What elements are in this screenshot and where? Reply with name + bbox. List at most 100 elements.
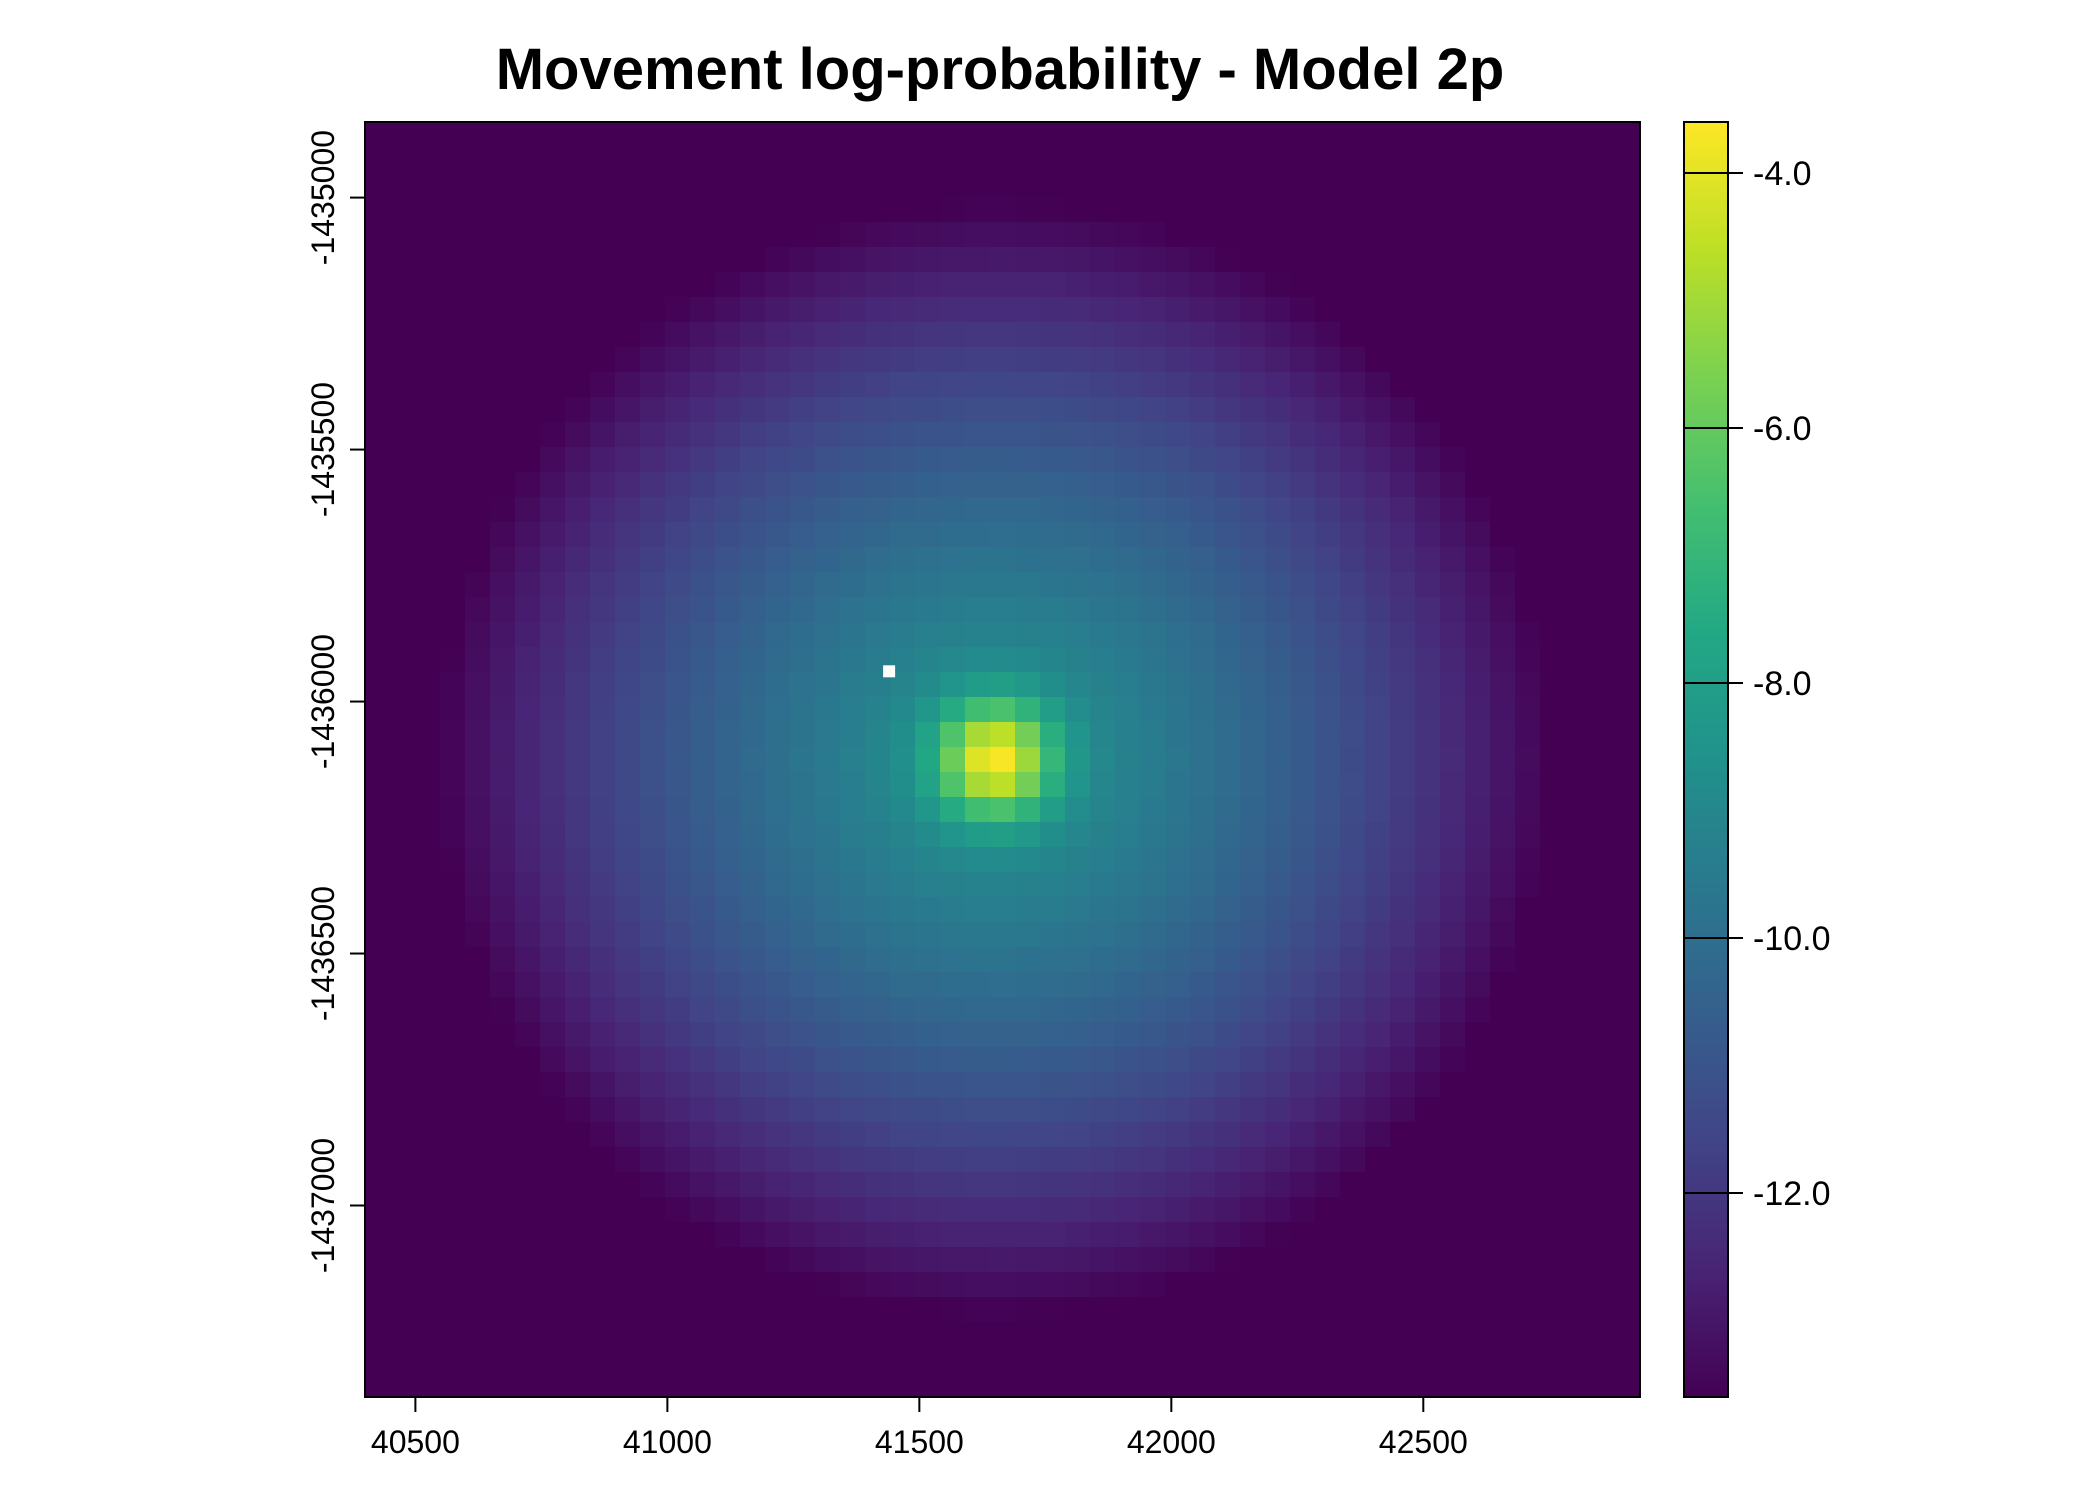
heatmap-cell [640,1372,666,1397]
heatmap-cell [1240,822,1266,848]
heatmap-cell [1465,872,1491,898]
heatmap-cell [840,1147,866,1173]
heatmap-cell [1490,522,1516,548]
heatmap-cell [1040,722,1066,748]
heatmap-cell [865,522,891,548]
heatmap-cell [1365,1147,1391,1173]
heatmap-cell [1240,722,1266,748]
heatmap-cell [1115,1247,1141,1273]
heatmap-cell [1315,1247,1341,1273]
heatmap-cell [1415,1097,1441,1123]
heatmap-cell [715,172,741,198]
heatmap-cell [940,997,966,1023]
heatmap-cell [815,297,841,323]
heatmap-cell [1090,422,1116,448]
heatmap-cell [815,672,841,698]
heatmap-cell [1240,347,1266,373]
heatmap-cell [715,672,741,698]
heatmap-cell [590,772,616,798]
heatmap-cell [690,472,716,498]
heatmap-cell [715,222,741,248]
heatmap-cell [790,847,816,873]
heatmap-cell [590,1047,616,1073]
heatmap-cell [990,1172,1016,1198]
heatmap-cell [1490,747,1516,773]
heatmap-cell [1165,522,1191,548]
heatmap-cell [740,1372,766,1397]
heatmap-cell [490,747,516,773]
heatmap-cell [1515,997,1541,1023]
heatmap-cell [590,1222,616,1248]
heatmap-cell [390,447,416,473]
heatmap-cell [1590,247,1616,273]
heatmap-cell [1490,397,1516,423]
heatmap-cell [1440,522,1466,548]
heatmap-cell [1515,1172,1541,1198]
heatmap-cell [615,597,641,623]
heatmap-cell [1540,322,1566,348]
heatmap-cell [990,872,1016,898]
heatmap-cell [1015,972,1041,998]
heatmap-cell [890,1347,916,1373]
heatmap-cell [365,197,391,223]
heatmap-cell [690,1047,716,1073]
heatmap-cell [1615,1022,1640,1048]
heatmap-cell [765,922,791,948]
heatmap-cell [515,1372,541,1397]
heatmap-cell [1090,472,1116,498]
heatmap-cell [765,272,791,298]
heatmap-cell [715,647,741,673]
heatmap-cell [740,297,766,323]
heatmap-cell [1290,647,1316,673]
heatmap-cell [1515,847,1541,873]
heatmap-cell [465,722,491,748]
heatmap-cell [590,247,616,273]
heatmap-cell [1140,1097,1166,1123]
heatmap-cell [790,997,816,1023]
heatmap-cell [640,1247,666,1273]
heatmap-cell [1340,872,1366,898]
heatmap-cell [490,122,516,148]
heatmap-cell [1315,597,1341,623]
heatmap-cell [1340,1372,1366,1397]
heatmap-cell [1040,1372,1066,1397]
heatmap-cell [540,197,566,223]
heatmap-cell [1015,397,1041,423]
heatmap-cell [665,1172,691,1198]
colorbar-tick-label: -6.0 [1753,410,1812,448]
heatmap-cell [1465,1047,1491,1073]
heatmap-cell [1190,1097,1216,1123]
heatmap-cell [465,1022,491,1048]
heatmap-cell [1165,347,1191,373]
heatmap-cell [1615,422,1640,448]
heatmap-cell [665,272,691,298]
heatmap-cell [1415,747,1441,773]
heatmap-cell [1165,1297,1191,1323]
heatmap-cell [715,847,741,873]
heatmap-cell [1415,1247,1441,1273]
heatmap-cell [490,772,516,798]
heatmap-cell [865,1247,891,1273]
heatmap-cell [715,797,741,823]
heatmap-cell [1615,372,1640,398]
heatmap-cell [1515,1122,1541,1148]
heatmap-cell [1490,1297,1516,1323]
heatmap-cell [440,597,466,623]
heatmap-cell [565,697,591,723]
heatmap-cell [1340,472,1366,498]
heatmap-cell [1315,897,1341,923]
heatmap-cell [1140,447,1166,473]
heatmap-cell [1390,1197,1416,1223]
heatmap-cell [465,122,491,148]
heatmap-cell [1215,197,1241,223]
heatmap-cell [1365,1297,1391,1323]
heatmap-cell [490,1372,516,1397]
y-tick-label: -1437000 [305,1138,341,1273]
heatmap-cell [1090,972,1116,998]
heatmap-cell [940,922,966,948]
heatmap-cell [540,372,566,398]
heatmap-cell [690,672,716,698]
heatmap-cell [990,772,1016,798]
heatmap-cell [690,522,716,548]
heatmap-cell [1490,1322,1516,1348]
